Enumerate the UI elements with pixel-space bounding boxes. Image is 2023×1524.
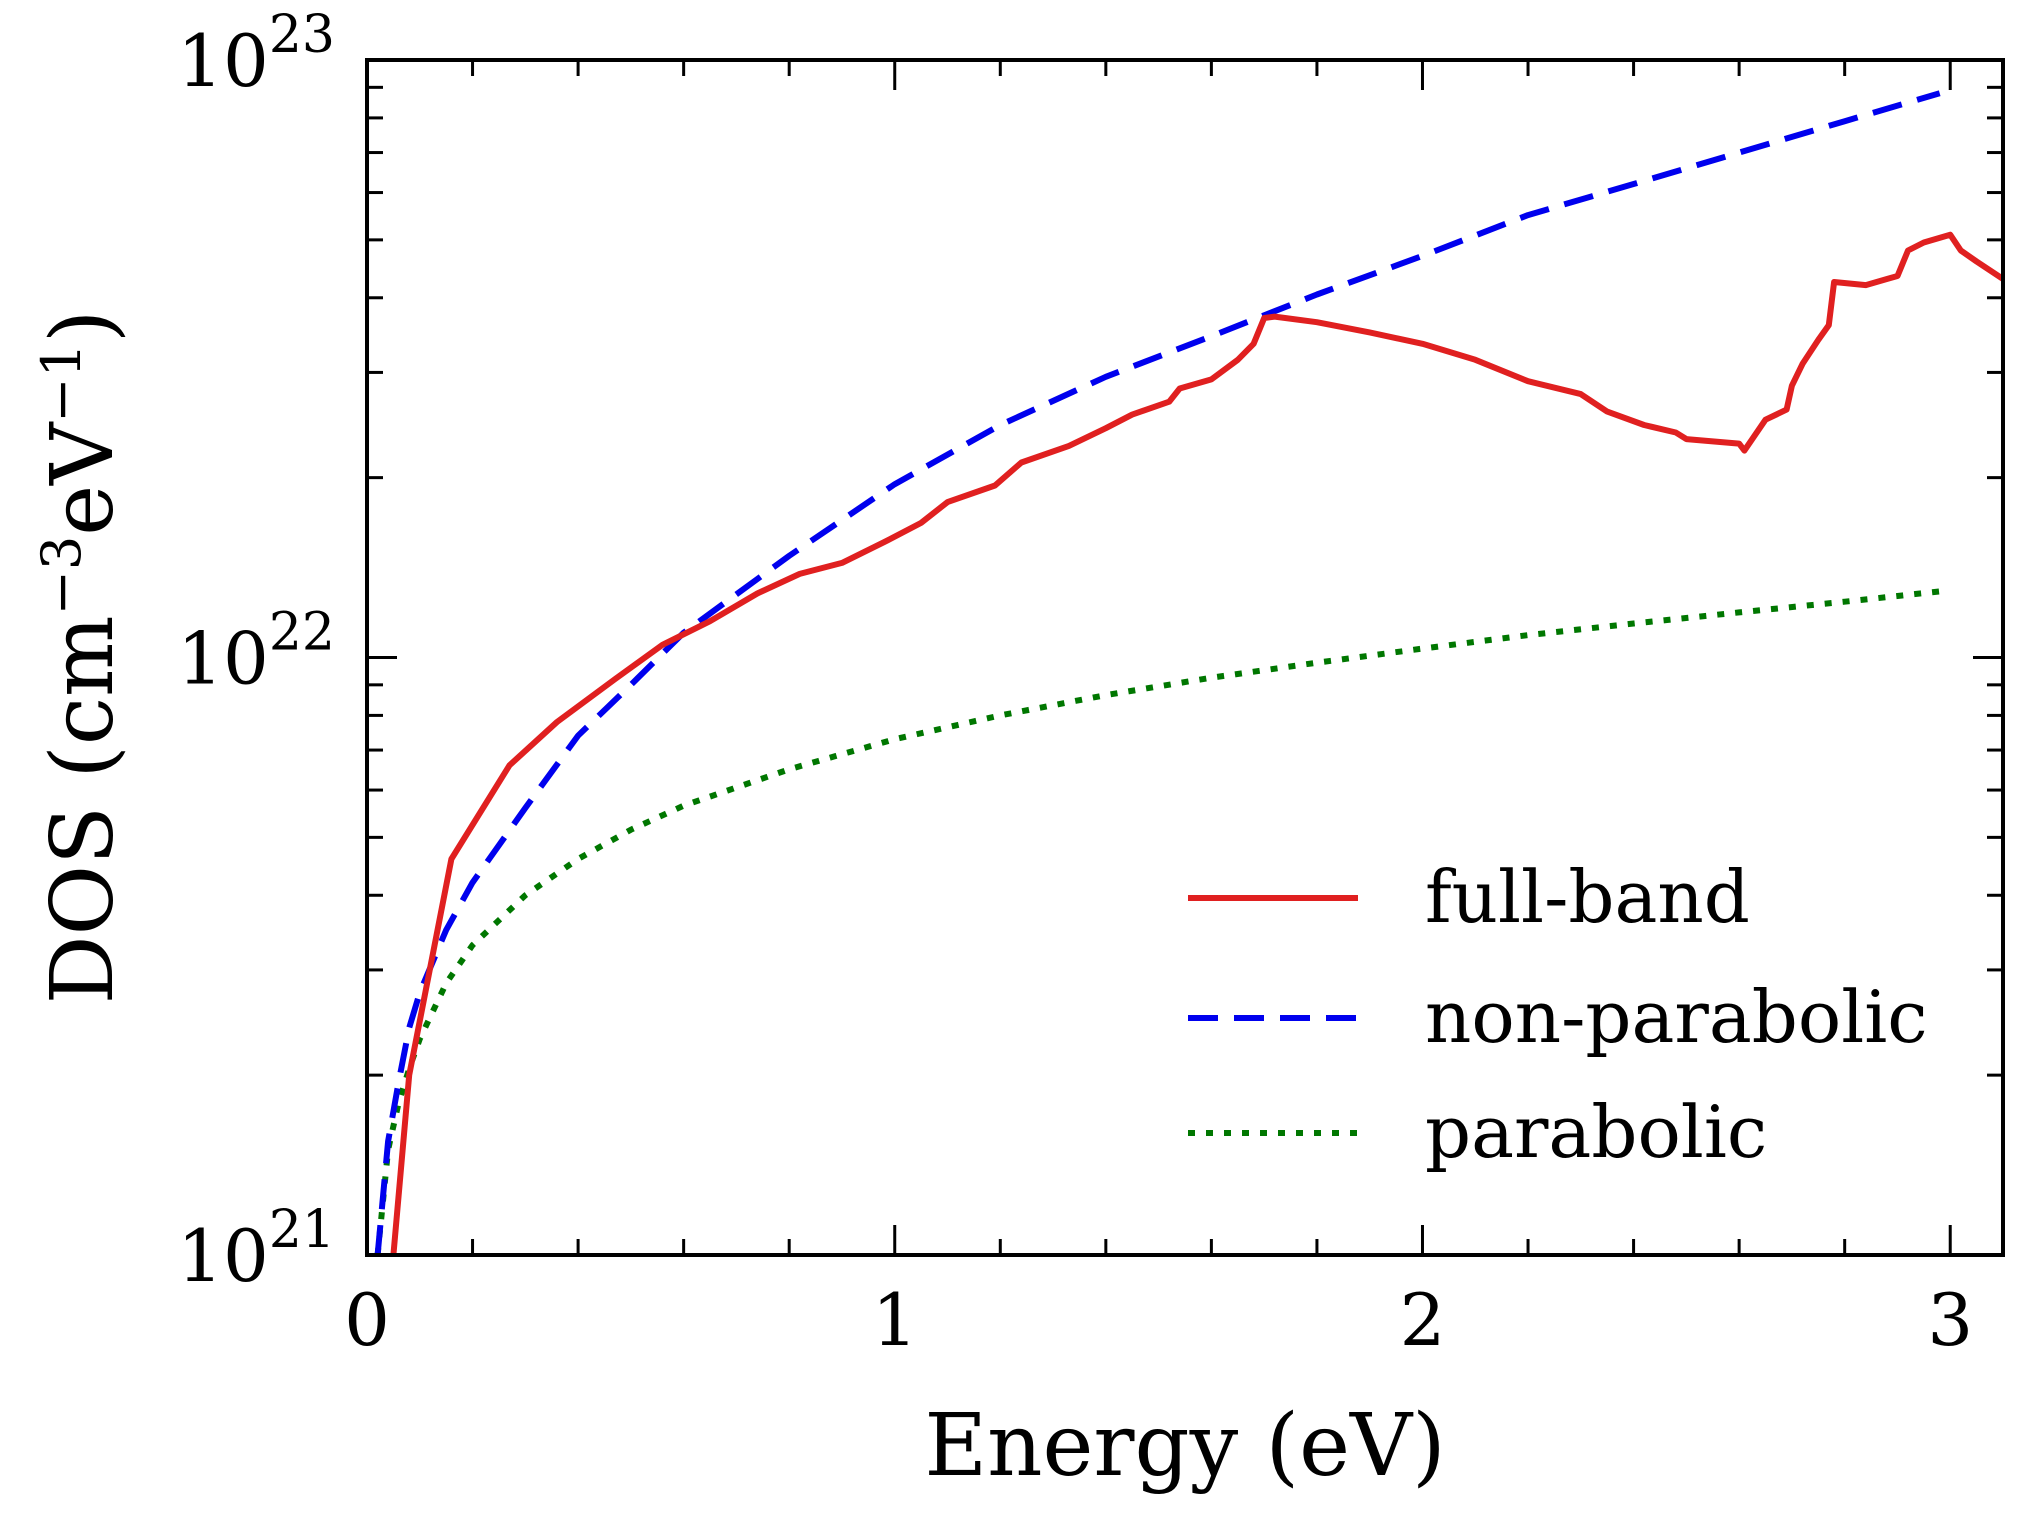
legend: full-band non-parabolic parabolic	[1188, 855, 1928, 1174]
y-tick-label: 1023	[177, 5, 335, 103]
legend-label-full-band: full-band	[1425, 855, 1750, 939]
series-layer	[374, 90, 2003, 1255]
legend-label-parabolic: parabolic	[1425, 1090, 1767, 1174]
y-tick-label: 1021	[177, 1200, 335, 1298]
series-line-non-parabolic	[374, 90, 1941, 1255]
x-tick-label: 0	[344, 1278, 390, 1362]
y-axis-title: DOS (cm−3eV−1)	[30, 310, 133, 1005]
x-tick-label: 2	[1400, 1278, 1446, 1362]
x-axis-title: Energy (eV)	[924, 1396, 1445, 1496]
series-line-full-band	[390, 231, 2003, 1255]
y-axis-title-main: DOS (cm	[33, 615, 133, 1004]
y-axis-title-end: )	[33, 310, 133, 344]
y-axis-title-exp2: −1	[30, 343, 93, 423]
y-axis-title-mid: eV	[33, 421, 133, 536]
tick-layer	[365, 58, 2003, 1257]
plot-frame	[365, 58, 2005, 1257]
y-axis-title-exp1: −3	[30, 536, 93, 616]
x-tick-label: 3	[1927, 1278, 1973, 1362]
label-layer: 0 1 2 3 1021 1022 1023	[177, 5, 1973, 1362]
legend-label-non-parabolic: non-parabolic	[1425, 975, 1928, 1059]
x-tick-label: 1	[872, 1278, 918, 1362]
y-tick-label: 1022	[177, 603, 335, 701]
